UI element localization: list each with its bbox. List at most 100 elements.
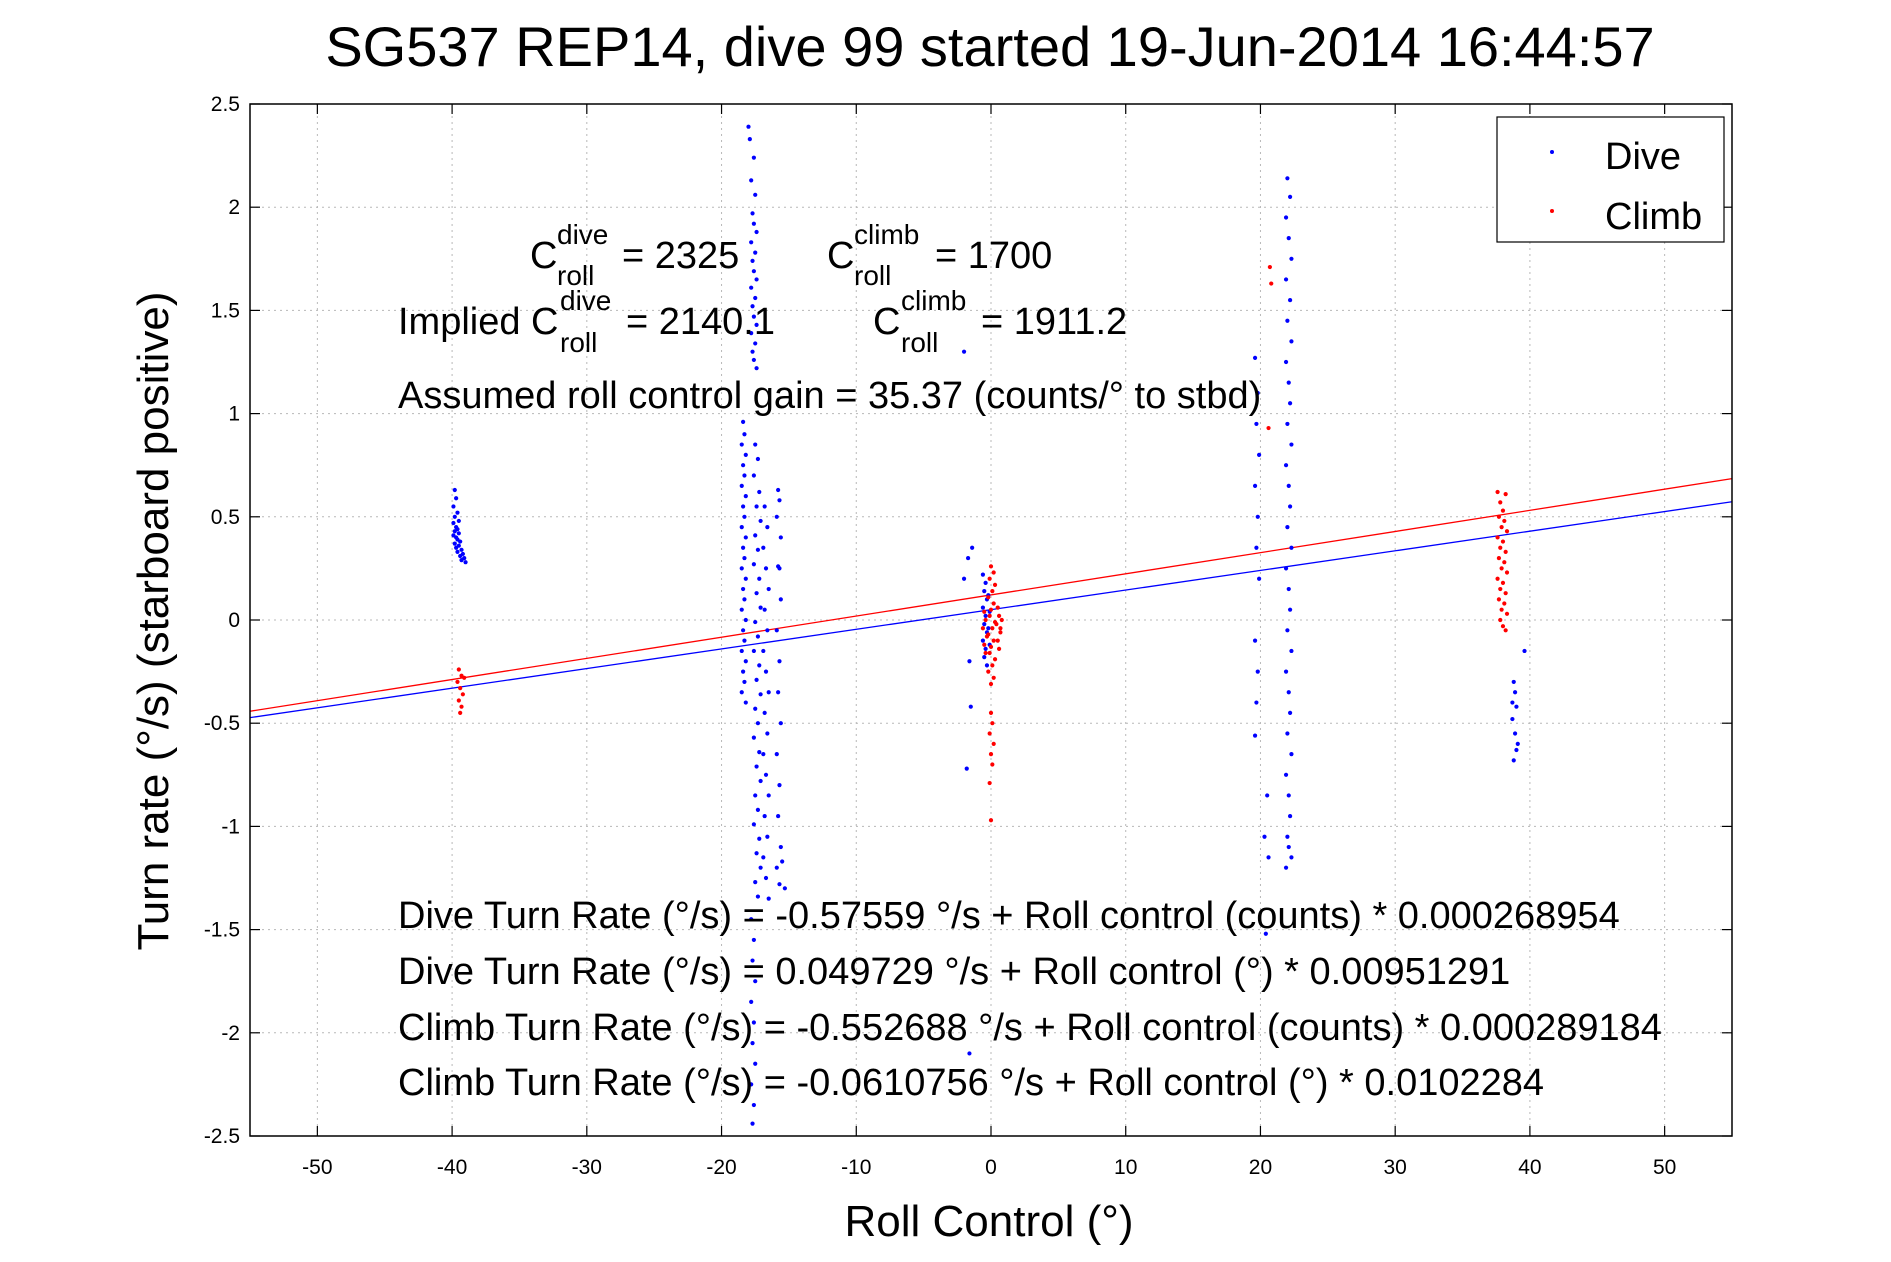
dive-point [750, 1121, 755, 1126]
dive-point [1286, 793, 1291, 798]
dive-point [762, 813, 767, 819]
dive-point [741, 669, 746, 674]
dive-point [983, 580, 988, 585]
dive-point [455, 549, 460, 554]
dive-point [980, 605, 986, 610]
dive-point [753, 706, 758, 711]
dive-point [750, 958, 755, 963]
climb-point [1504, 529, 1510, 534]
dive-point [739, 442, 744, 447]
dive-point [776, 813, 781, 819]
y-tick-label: 0.5 [211, 506, 240, 529]
dive-point [753, 793, 758, 798]
dive-point [743, 617, 748, 623]
dive-point [755, 547, 761, 552]
dive-point [1286, 380, 1291, 385]
x-tick-label: -40 [437, 1156, 467, 1179]
dive-point [753, 295, 758, 301]
legend-box [1496, 116, 1725, 243]
dive-point [754, 277, 759, 282]
dive-point [778, 721, 783, 726]
climb-point [1496, 514, 1502, 519]
dive-point [452, 514, 457, 519]
dive-point [1262, 834, 1267, 839]
climb-point [987, 613, 992, 618]
c-climb-value: = 1700 [935, 235, 1052, 277]
climb-point [986, 669, 991, 674]
dive-point [1511, 679, 1516, 685]
dive-point [761, 648, 766, 654]
climb-point [987, 780, 992, 786]
dive-point [965, 555, 971, 561]
climb-point [1495, 489, 1500, 495]
dive-point [749, 1082, 754, 1087]
dive-point [463, 560, 468, 565]
dive-point [753, 341, 758, 346]
climb-point [1504, 611, 1510, 616]
climb-point [1500, 539, 1506, 544]
dive-point [1263, 931, 1268, 936]
climb-point [1496, 555, 1502, 561]
dive-point [763, 566, 769, 571]
dive-point [777, 783, 782, 788]
implied-dive-annotation: Implied C dive roll = 2140.1 [398, 277, 775, 361]
dive-point [739, 648, 744, 654]
climb-point [1499, 525, 1504, 530]
dive-point [1283, 215, 1289, 220]
climb-point [456, 698, 461, 703]
climb-point [459, 704, 464, 709]
y-tick-label: -2.5 [204, 1125, 240, 1148]
dive-degrees-equation: Dive Turn Rate (°/s) = 0.049729 °/s + Ro… [398, 951, 1510, 993]
x-tick-labels: -50 -40 -30 -20 -10 0 10 20 30 40 50 [302, 1156, 1676, 1179]
dive-point [766, 896, 771, 901]
dive-point [1287, 194, 1293, 199]
dive-point [1522, 648, 1527, 654]
dive-point [751, 473, 756, 478]
dive-point [765, 525, 770, 530]
climb-counts-equation: Climb Turn Rate (°/s) = -0.552688 °/s + … [398, 1007, 1662, 1049]
dive-point [1286, 483, 1291, 488]
climb-point [1500, 580, 1506, 585]
climb-point [987, 650, 992, 656]
climb-point [991, 741, 996, 746]
climb-point [1502, 560, 1507, 565]
climb-point [999, 617, 1004, 623]
dive-point [751, 735, 756, 740]
dive-point [741, 545, 746, 550]
dive-point [459, 547, 464, 552]
dive-point [459, 558, 464, 563]
dive-point [753, 1061, 758, 1066]
dive-point [758, 605, 763, 610]
implied-dive-sub: roll [560, 327, 597, 358]
dive-point [982, 655, 987, 660]
dive-point [742, 597, 747, 602]
y-tick-label: -0.5 [204, 712, 240, 735]
dive-point [1254, 545, 1259, 550]
y-tick-label: 2 [228, 196, 240, 219]
dive-point [1512, 731, 1518, 736]
dive-point [452, 487, 457, 493]
dive-point [739, 566, 744, 571]
dive-point [742, 473, 747, 478]
climb-point [988, 564, 994, 569]
climb-point [456, 667, 461, 672]
climb-point [460, 692, 465, 697]
climb-point [1502, 518, 1507, 524]
dive-point [741, 463, 746, 468]
dive-counts-equation: Dive Turn Rate (°/s) = -0.57559 °/s + Ro… [398, 895, 1620, 937]
dive-point [742, 514, 747, 519]
dive-point [778, 844, 783, 850]
y-tick-label: -1 [221, 815, 240, 838]
x-tick-label: 0 [985, 1156, 997, 1179]
dive-point [1287, 607, 1293, 612]
dive-point [762, 607, 767, 612]
dive-point [757, 749, 762, 755]
c-climb-annotation: C climb roll = 1700 [827, 211, 1052, 294]
dive-point [982, 589, 987, 594]
climb-point [1498, 545, 1503, 550]
chart-title: SG537 REP14, dive 99 started 19-Jun-2014… [325, 15, 1654, 78]
climb-point [991, 638, 996, 643]
dive-point [739, 483, 744, 488]
dive-point [751, 269, 756, 274]
